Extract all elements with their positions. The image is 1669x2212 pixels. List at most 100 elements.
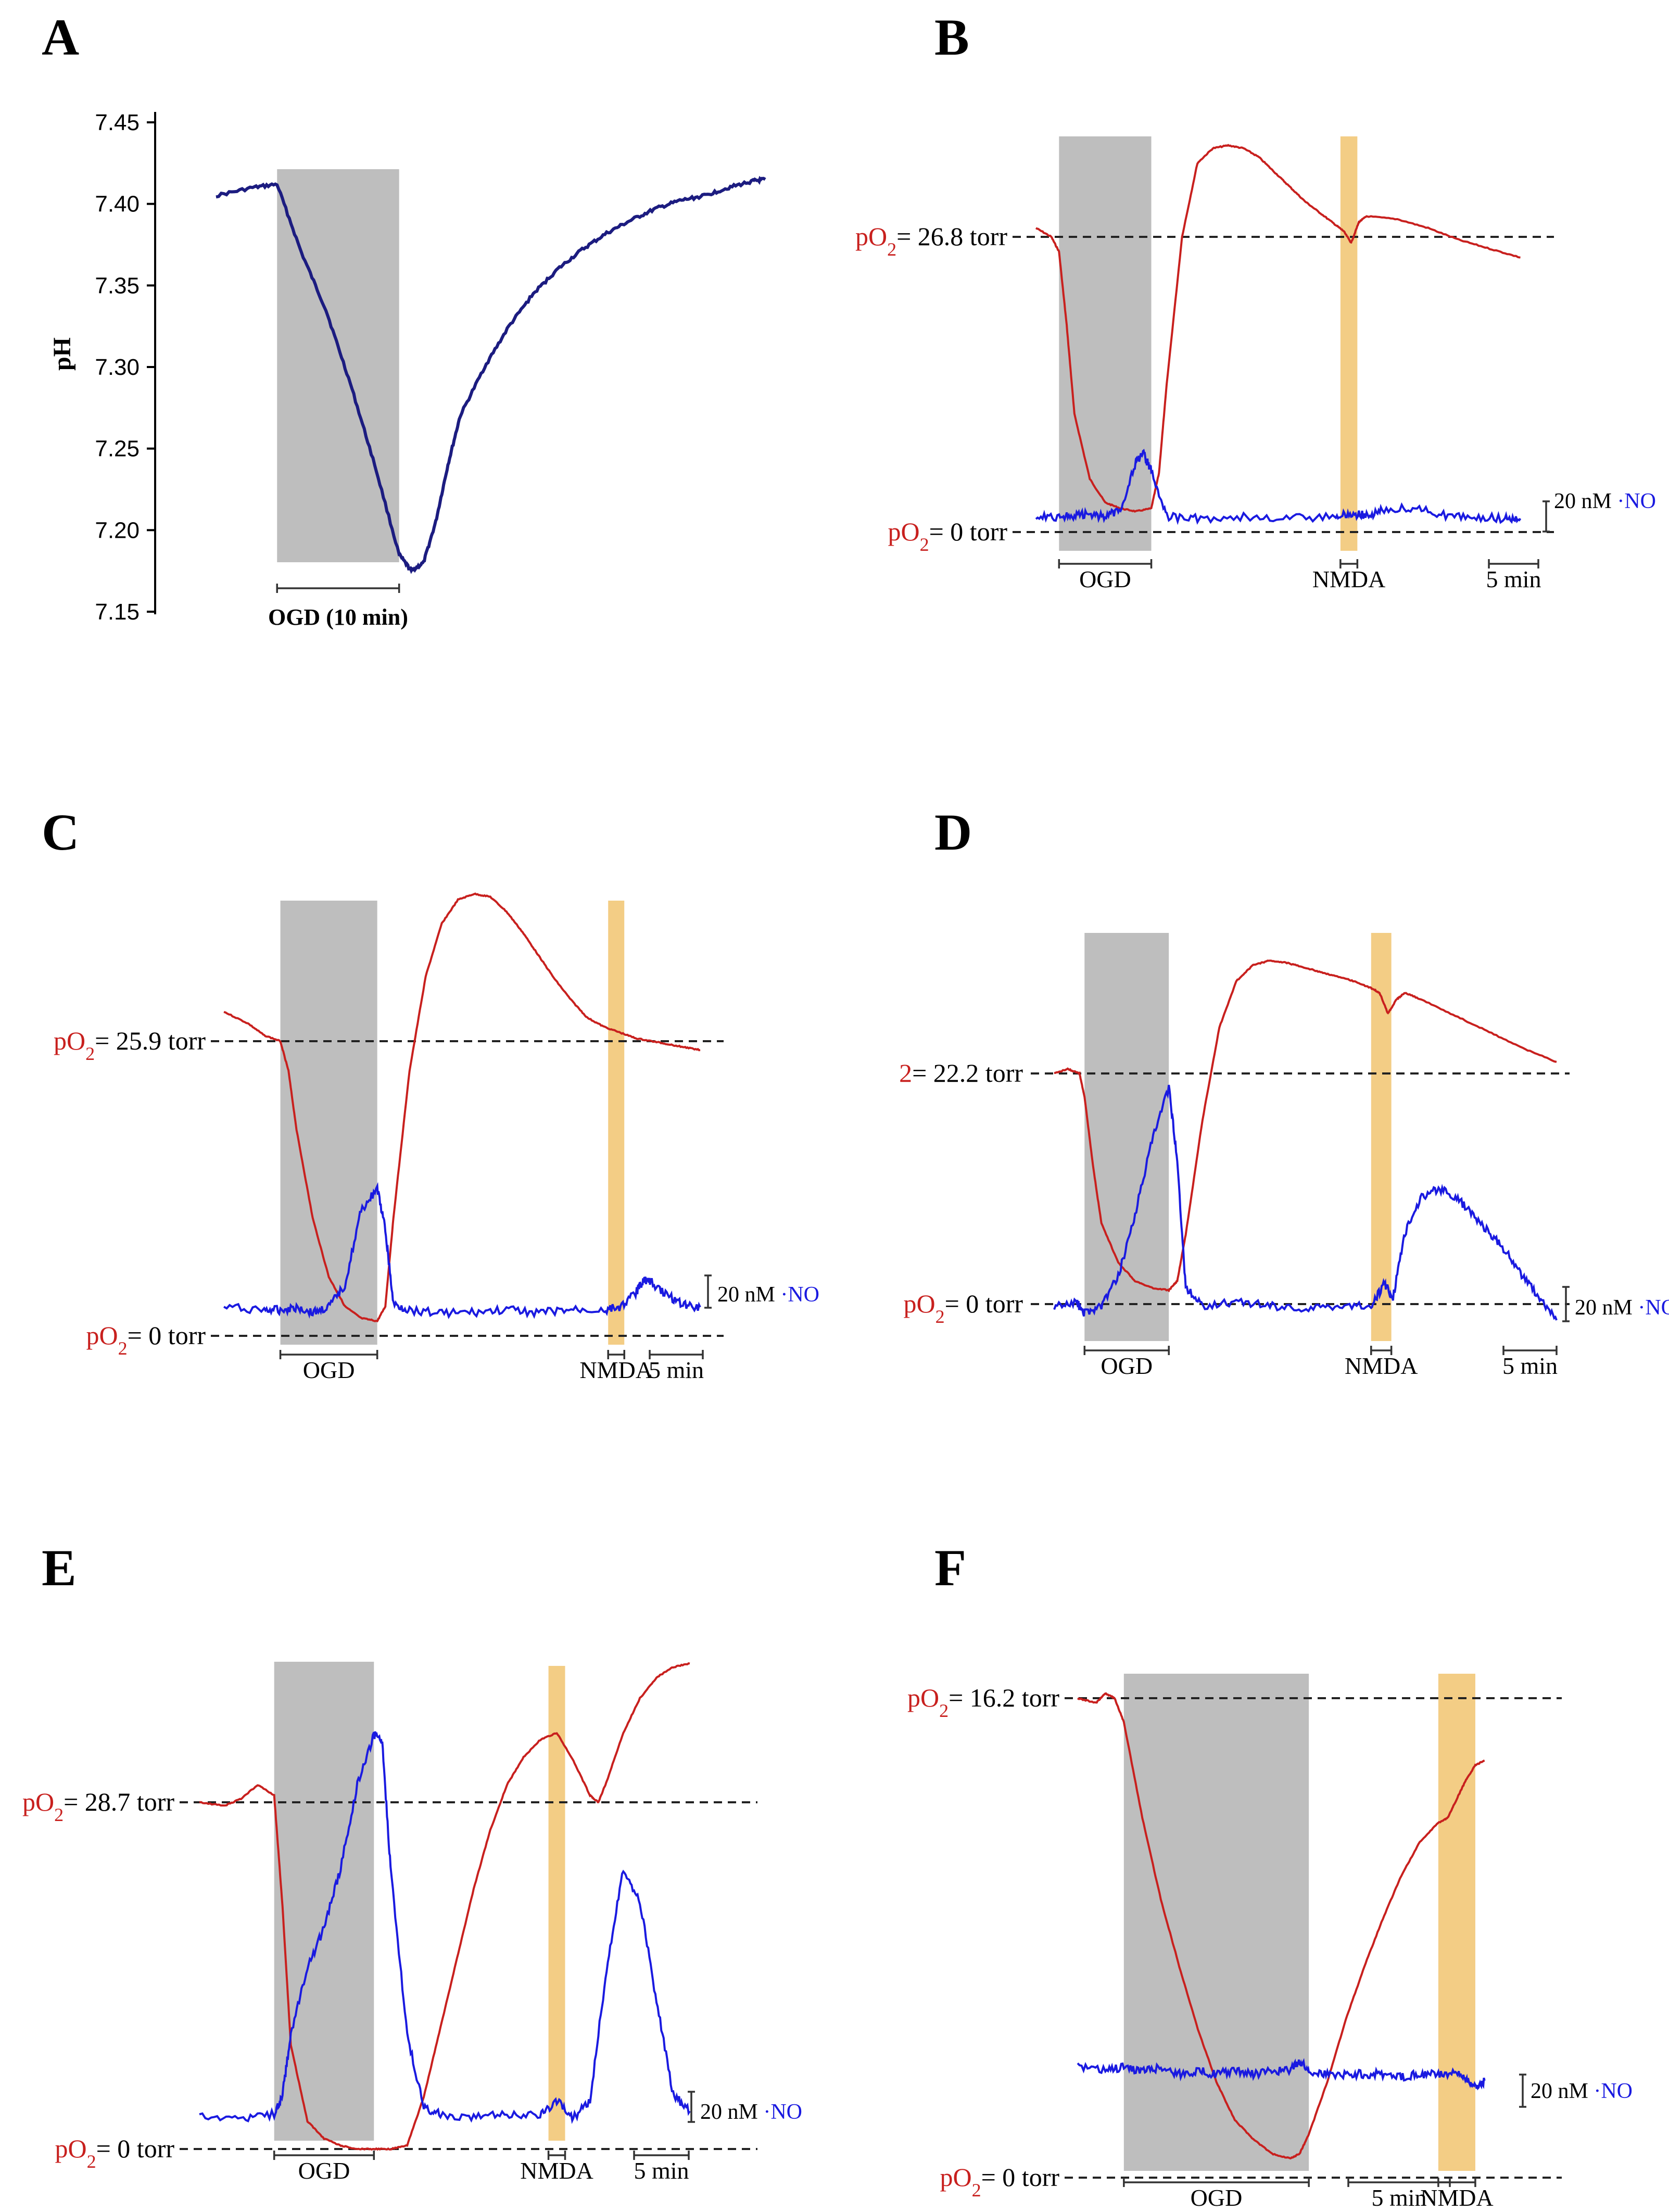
panel-b-nmda-bracket [1339,559,1359,568]
panel-e-scale-bar [688,2091,695,2123]
panel-c-scale-label: 20 nM ·NO [717,1283,819,1307]
panel-d-zero-sub: 2 [935,1306,945,1327]
panel-a-tick-label-5: 7.20 [95,517,140,543]
panel-d-ogd-label: OGD [1101,1353,1153,1379]
panel-e-time-brackets [273,2151,690,2160]
panel-b-ogd-bracket [1058,559,1153,568]
panel-c-ogd-bracket [279,1350,378,1359]
panel-b-zero-label: pO2= 0 torr [888,517,1008,555]
panel-f-ogd-shade [1123,1674,1309,2171]
panel-e-no-trace [199,1731,691,2124]
panel-f-baseline-sub: 2 [939,1700,949,1721]
panel-d-nmda-bracket [1370,1346,1393,1355]
panel-b-zero-sub: 2 [920,534,929,555]
panel-b-time-brackets [1058,559,1539,568]
panel-d-scale-bar-line [1562,1286,1570,1322]
panel-b-time-label: 5 min [1486,566,1541,592]
panel-b-letter: B [934,8,969,66]
panel-f-ogd-bracket [1123,2178,1310,2187]
panel-a-ogd-bracket [276,584,400,593]
panel-b-scale-bar [1542,500,1550,533]
panel-d-zero-value: = 0 torr [945,1289,1023,1318]
panel-e-scale-species: ·NO [763,2100,802,2124]
panel-c-zero-label: pO2= 0 torr [86,1321,206,1359]
panel-f-zero-value: = 0 torr [981,2163,1060,2192]
panel-e-baseline-label: pO2= 28.7 torr [22,1787,174,1825]
panel-d-scale-bar [1562,1286,1570,1322]
panel-b-zero-mol: O [901,517,920,546]
panel-e-scale-value: 20 nM [700,2100,758,2124]
panel-c-time-label: 5 min [649,1357,704,1383]
panel-e-scale-bar-line [688,2091,695,2123]
panel-b-scale-bar-line [1542,500,1550,533]
panel-d-ogd-shade [1084,933,1169,1341]
panel-c-scale-value: 20 nM [717,1283,775,1307]
panel-c-nmda-label: NMDA [579,1357,653,1383]
panel-b-ogd-shade [1059,136,1152,551]
panel-c-nmda-bracket [607,1350,625,1359]
panel-f-baseline-value: = 16.2 torr [949,1683,1059,1712]
panel-a-tick-label-1: 7.40 [95,192,140,217]
panel-d: D 2= 22.2 torr pO2= 0 torr 20 nM ·NO OGD… [899,803,1669,1379]
panel-c: C pO2= 25.9 torr pO2= 0 torr 20 nM ·NO O… [42,803,819,1383]
panel-c-no-trace [223,1182,701,1319]
panel-d-scale-species: ·NO [1638,1296,1669,1320]
panel-e-nmda-label: NMDA [520,2157,593,2184]
panel-b-nmda-label: NMDA [1312,566,1386,592]
panel-c-scale-bar [704,1274,712,1309]
panel-b-baseline-prefix: p [855,222,868,251]
panel-d-po2-trace [1054,959,1557,1293]
panel-c-po2-trace [223,892,701,1323]
panel-a-ogd-label: OGD (10 min) [268,604,408,630]
panel-f-letter: F [934,1539,966,1597]
panel-a-tick-label-2: 7.35 [95,273,140,298]
panel-b-baseline-sub: 2 [887,239,896,260]
panel-c-time-bracket [649,1350,704,1359]
panel-a-ogd-bracket-line [276,584,400,593]
panel-f-baseline-mol: O [920,1683,939,1712]
panel-e-baseline-mol: O [35,1787,54,1816]
panel-c-baseline-value: = 25.9 torr [95,1026,206,1055]
panel-f-baseline-label: pO2= 16.2 torr [907,1683,1059,1721]
panel-d-letter: D [934,803,972,861]
panel-c-zero-value: = 0 torr [128,1321,206,1350]
panel-f-zero-mol: O [953,2163,972,2192]
panel-e-ogd-label: OGD [298,2157,350,2184]
panel-e-zero-mol: O [68,2134,87,2163]
panel-f-po2-trace [1077,1692,1485,2160]
panel-a-y-label: pH [48,337,76,371]
panel-b-baseline-label: pO2= 26.8 torr [855,222,1007,260]
panel-e: E pO2= 28.7 torr pO2= 0 torr 20 nM ·NO O… [22,1539,802,2184]
panel-e-po2-trace [199,1662,690,2151]
panel-b-scale-label: 20 nM ·NO [1554,489,1656,513]
panel-c-zero-prefix: p [86,1321,99,1350]
panel-b-no-trace [1035,448,1522,525]
panel-f-scale-species: ·NO [1594,2079,1633,2103]
panel-c-letter: C [42,803,79,861]
panel-d-nmda-shade [1371,933,1392,1341]
panel-f: F pO2= 16.2 torr pO2= 0 torr 20 nM ·NO O… [907,1539,1633,2211]
panel-b-scale-species: ·NO [1617,489,1656,513]
panel-e-time-label: 5 min [634,2157,689,2184]
panel-a: A 7.45 7.40 7.35 7.30 7.25 7.20 7.15 pH OGD (1… [42,8,766,630]
panel-d-baseline-value: = 22.2 torr [912,1058,1023,1088]
panel-e-scale-label: 20 nM ·NO [700,2100,802,2124]
panel-d-time-bracket [1502,1346,1558,1355]
panel-e-baseline-value: = 28.7 torr [64,1787,174,1816]
panel-b-scale-value: 20 nM [1554,489,1612,513]
panel-e-ogd-bracket [273,2151,375,2160]
panel-d-baseline-label: 2= 22.2 torr [899,1058,1023,1088]
panel-f-time-bracket [1347,2178,1451,2187]
panel-c-time-brackets [279,1350,704,1359]
panel-f-scale-bar [1519,2074,1526,2108]
panel-b-nmda-shade [1340,136,1358,551]
panel-f-scale-value: 20 nM [1531,2079,1588,2103]
panel-e-nmda-shade [548,1666,565,2141]
panel-c-ogd-label: OGD [303,1357,355,1383]
panel-c-baseline-mol: O [67,1026,85,1055]
panel-b-po2-trace [1035,144,1521,513]
panel-f-baseline-prefix: p [907,1683,920,1712]
panel-a-ph-line [216,175,766,574]
panel-f-scale-bar-line [1519,2074,1526,2108]
panel-c-scale-species: ·NO [780,1283,819,1307]
